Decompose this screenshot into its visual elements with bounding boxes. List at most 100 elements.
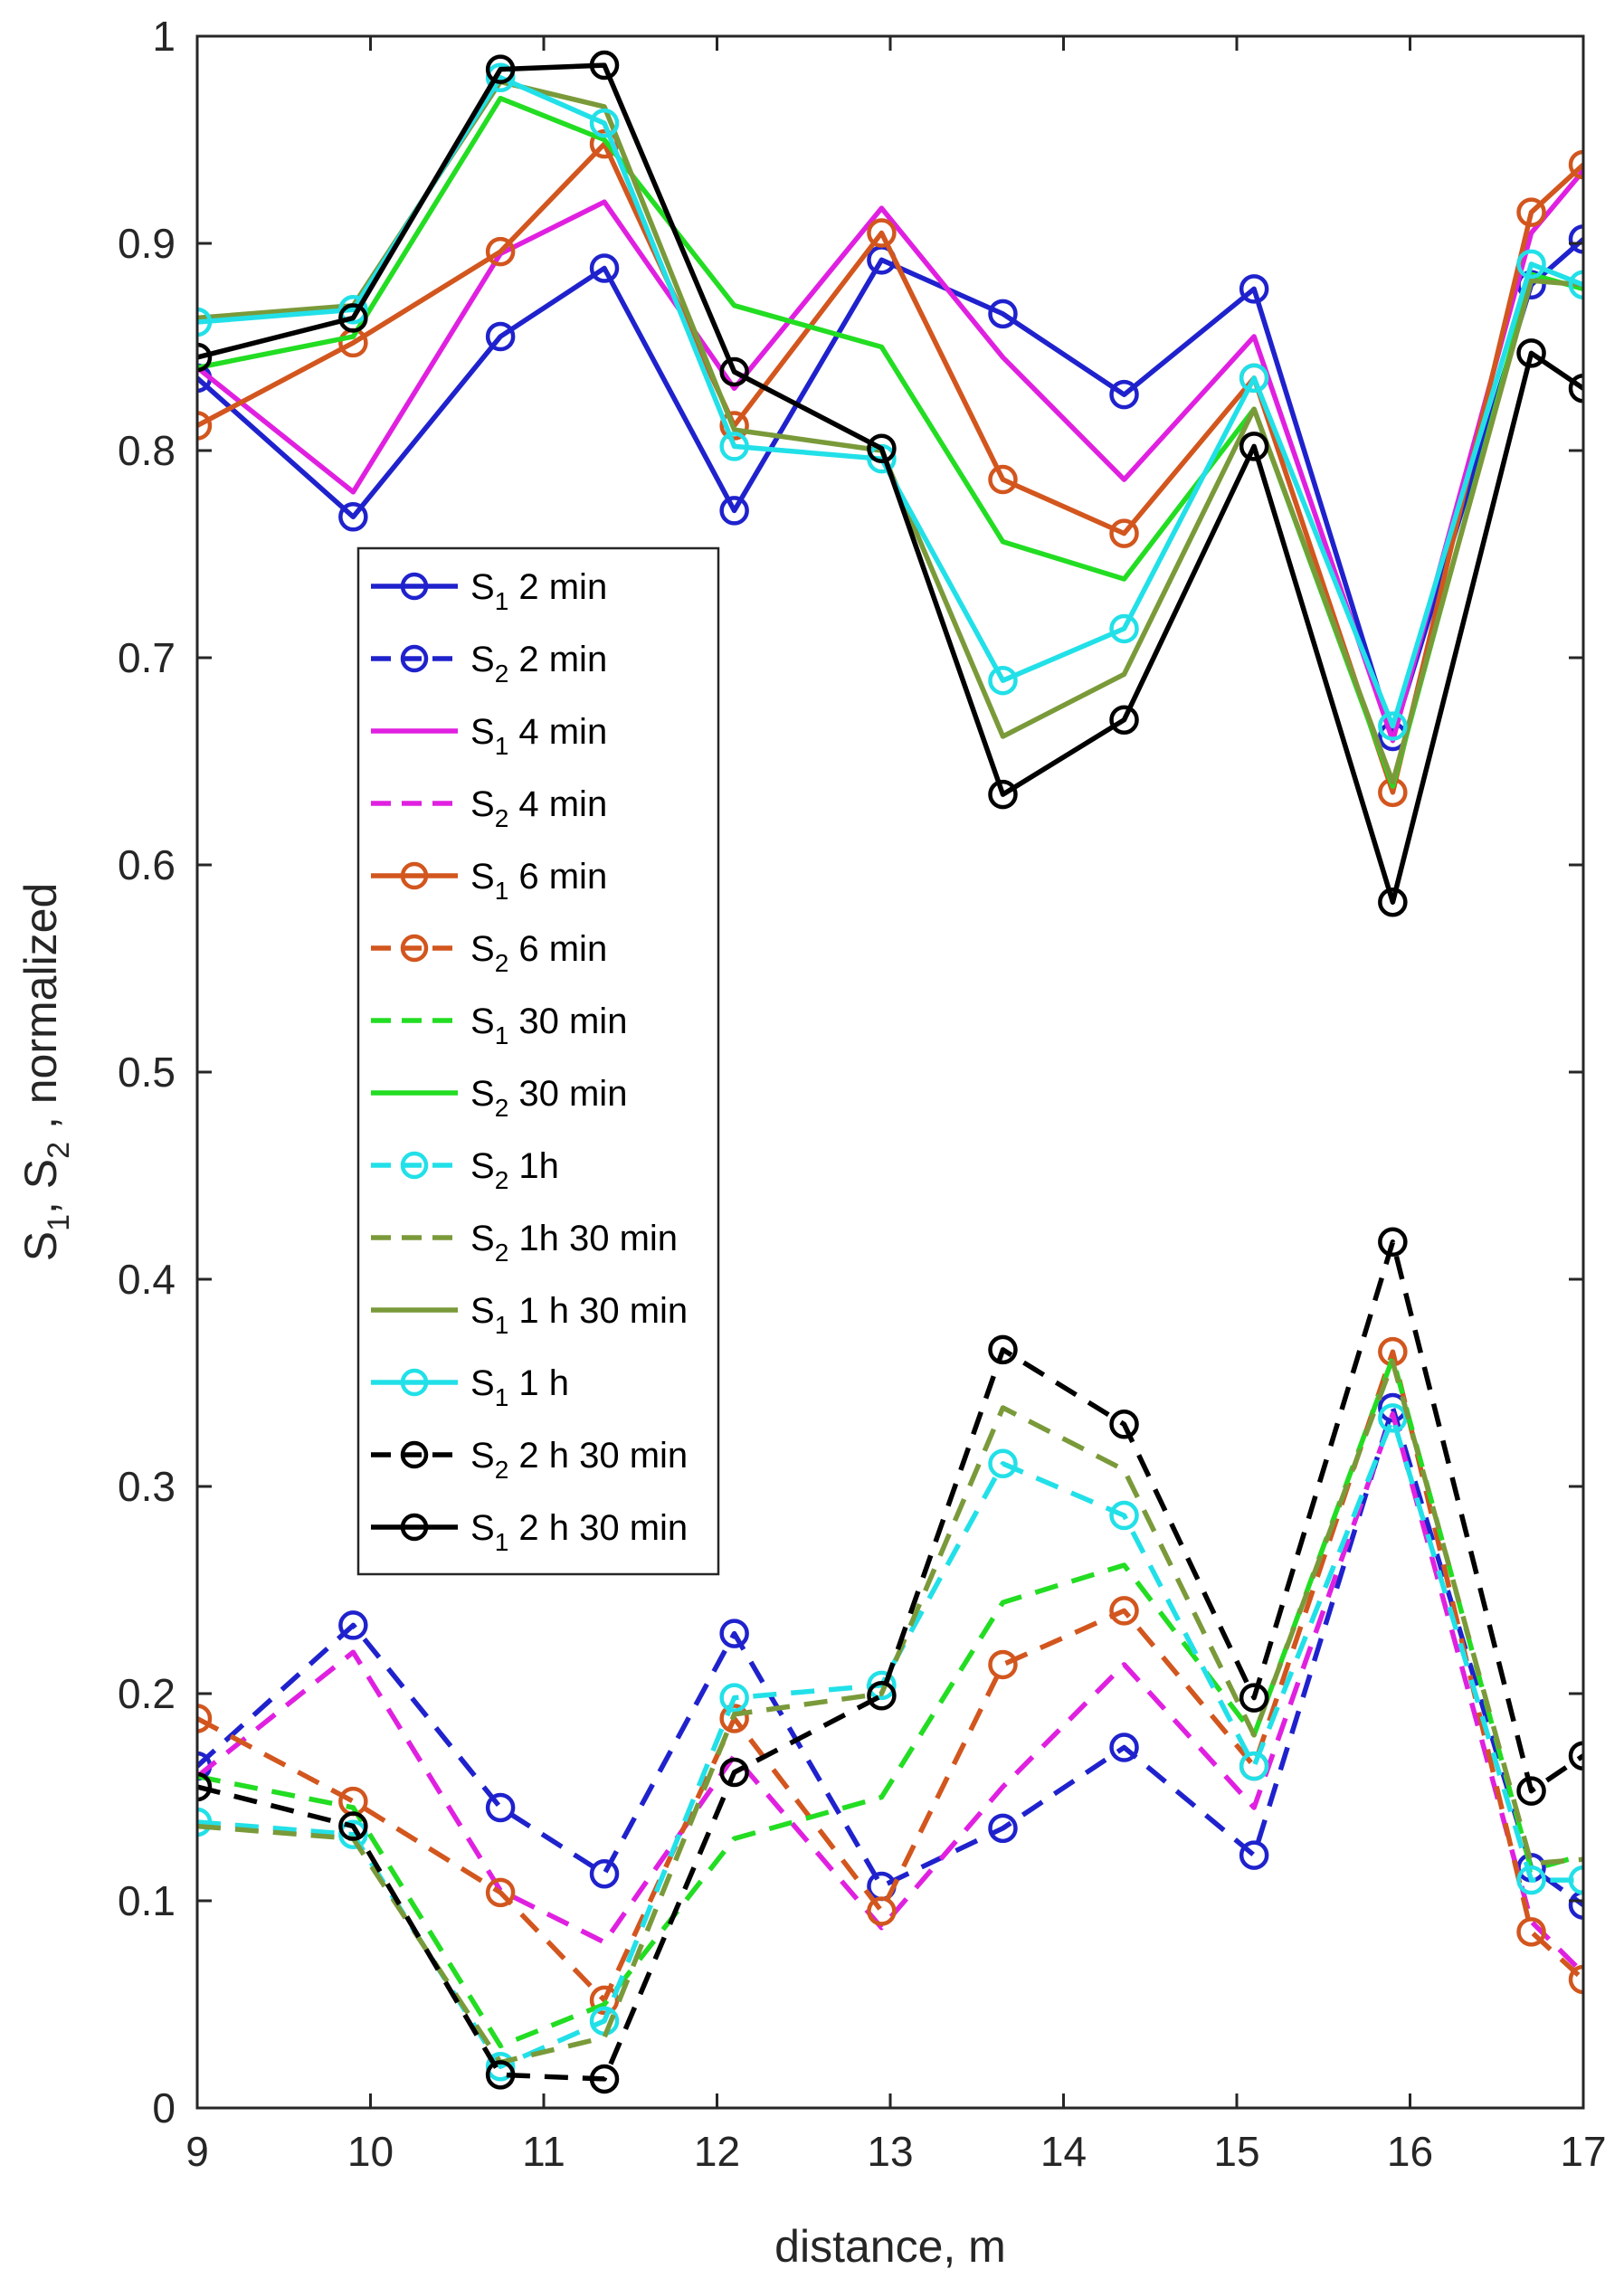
x-tick-label: 14 (1040, 2128, 1087, 2175)
x-tick-label: 15 (1213, 2128, 1259, 2175)
data-point (988, 299, 1018, 329)
data-point (485, 236, 516, 267)
data-point (1568, 1964, 1583, 1995)
data-point (485, 1792, 516, 1823)
data-point (1239, 274, 1269, 304)
data-point (719, 432, 749, 461)
data-point (867, 1896, 897, 1926)
data-point (1516, 338, 1546, 368)
x-tick-label: 12 (694, 2128, 740, 2175)
legend-label: S1 2 h 30 min (470, 1508, 688, 1556)
data-point (1239, 1751, 1269, 1781)
data-point (338, 303, 368, 333)
data-point (1516, 197, 1546, 227)
data-point (867, 218, 897, 248)
data-point (485, 2051, 516, 2082)
y-tick-label: 0.3 (118, 1463, 176, 1510)
legend-label: S2 30 min (470, 1074, 627, 1122)
legend-label: S1 4 min (470, 712, 607, 760)
data-point (485, 54, 516, 84)
series-line (197, 75, 1583, 729)
legend-label: S1 30 min (470, 1002, 627, 1049)
data-point (1239, 1840, 1269, 1870)
data-point (338, 1819, 368, 1849)
data-point (1378, 1227, 1408, 1258)
legend-entry: S1 1 h 30 min (371, 1291, 688, 1339)
data-point (485, 2060, 516, 2090)
data-point (867, 1670, 897, 1701)
legend-label: S1 1 h 30 min (470, 1291, 688, 1339)
data-point (988, 1448, 1018, 1479)
legend-entry: S1 1 h (371, 1363, 569, 1411)
data-point (1568, 149, 1583, 180)
x-tick-label: 17 (1560, 2128, 1606, 2175)
data-point (719, 496, 749, 526)
data-point (1568, 374, 1583, 403)
data-point (485, 1877, 516, 1908)
data-point (1568, 1741, 1583, 1771)
data-point (719, 1683, 749, 1713)
series-12 (197, 1227, 1583, 2094)
legend-entry: S2 1h (371, 1146, 559, 1194)
data-point (589, 2064, 620, 2094)
data-point (867, 1681, 897, 1711)
x-tick-label: 16 (1387, 2128, 1433, 2175)
legend-label: S2 2 min (470, 640, 607, 688)
data-point (719, 1704, 749, 1733)
data-point (197, 1704, 213, 1733)
x-tick-label: 9 (185, 2128, 209, 2175)
y-tick-label: 0.5 (118, 1049, 176, 1096)
legend-entry: S2 6 min (371, 929, 607, 977)
legend: S1 2 min S2 2 min S1 4 min S2 4 min S1 6 min… (356, 546, 720, 1576)
y-tick-label: 0.1 (118, 1877, 176, 1924)
data-point (1109, 1500, 1139, 1531)
data-point (1109, 379, 1139, 410)
data-point (197, 307, 213, 337)
x-tick-label: 10 (347, 2128, 394, 2175)
data-point (988, 665, 1018, 696)
series-9 (197, 1359, 1583, 2065)
series-line (197, 1359, 1583, 2065)
series-line (197, 1239, 1583, 2082)
series-11 (197, 62, 1583, 741)
data-point (719, 356, 749, 387)
data-point (338, 295, 368, 325)
data-point (197, 411, 213, 441)
series-line (197, 1349, 1583, 2003)
data-point (1568, 1890, 1583, 1920)
data-point (988, 779, 1018, 810)
y-tick-label: 0.6 (118, 841, 176, 888)
data-point (867, 433, 897, 463)
legend-marker (400, 1368, 429, 1397)
legend-label: S1 1 h (470, 1363, 569, 1411)
legend-marker (400, 644, 429, 673)
data-point (988, 1334, 1018, 1365)
data-point (1516, 1917, 1546, 1947)
data-point (338, 502, 368, 532)
data-point (1378, 887, 1408, 917)
data-point (197, 1771, 213, 1802)
series-6 (197, 1355, 1583, 2049)
legend-marker (400, 1513, 429, 1542)
legend-entry: S2 1h 30 min (371, 1219, 678, 1267)
data-point (485, 62, 516, 93)
x-tick-label: 13 (867, 2128, 913, 2175)
data-point (988, 1813, 1018, 1844)
legend-marker (400, 1440, 429, 1469)
legend-entry: S1 30 min (371, 1002, 627, 1049)
data-point (1109, 1733, 1139, 1762)
data-point (1568, 1865, 1583, 1895)
legend-label: S2 2 h 30 min (470, 1436, 688, 1484)
data-point (1239, 432, 1269, 461)
legend-entry: S2 2 min (371, 640, 607, 688)
y-tick-label: 0.9 (118, 220, 176, 267)
ticks-layer (195, 34, 1585, 2110)
legend-label: S1 6 min (470, 857, 607, 905)
tick-labels-layer: 9 10 11 12 13 14 15 16 17 0 0.1 0.2 0.3 0.4 0.5 0.6 0.7 0… (118, 13, 1607, 2175)
data-point (485, 321, 516, 352)
data-point (1109, 613, 1139, 644)
y-axis-label: S1, S2 , normalized (15, 883, 76, 1262)
series-line (197, 1355, 1583, 2049)
series-layer (197, 50, 1583, 2094)
